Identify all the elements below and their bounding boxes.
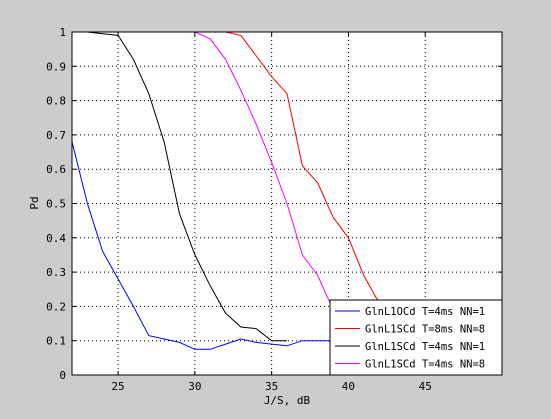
y-tick-label: 0.7 xyxy=(46,129,66,142)
x-tick-label: 30 xyxy=(188,380,201,393)
legend-box xyxy=(329,299,503,376)
x-tick-labels: 25 30 35 40 45 xyxy=(111,380,431,393)
legend: GlnL1OCd T=4ms NN=1 GlnL1SCd T=8ms NN=8 Gl… xyxy=(329,299,503,376)
y-tick-label: 0.4 xyxy=(46,232,66,245)
y-tick-label: 0 xyxy=(59,369,66,382)
series-line xyxy=(72,31,287,342)
series-line xyxy=(72,31,334,311)
series-layer xyxy=(71,31,395,350)
y-tick-label: 0.6 xyxy=(46,163,66,176)
y-tick-label: 0.1 xyxy=(46,335,66,348)
legend-label: GlnL1SCd T=4ms NN=1 xyxy=(365,341,485,353)
x-axis-label: J/S, dB xyxy=(264,394,311,407)
y-tick-label: 0.5 xyxy=(46,198,66,211)
y-tick-label: 0.9 xyxy=(46,60,66,73)
series-line xyxy=(72,31,395,335)
y-tick-label: 0.3 xyxy=(46,266,66,279)
y-tick-label: 0.2 xyxy=(46,300,66,313)
y-tick-labels: 0 0.1 0.2 0.3 0.4 0.5 0.6 0.7 0.8 0.9 1 xyxy=(46,26,66,382)
legend-label: GlnL1SCd T=4ms NN=8 xyxy=(365,359,485,371)
y-axis-label: Pd xyxy=(28,196,41,209)
y-tick-label: 1 xyxy=(59,26,66,39)
y-tick-label: 0.8 xyxy=(46,95,66,108)
series-line xyxy=(71,141,334,350)
x-tick-label: 25 xyxy=(111,380,124,393)
legend-label: GlnL1OCd T=4ms NN=1 xyxy=(365,306,485,318)
legend-label: GlnL1SCd T=8ms NN=8 xyxy=(365,324,485,336)
x-tick-label: 40 xyxy=(342,380,355,393)
x-tick-label: 45 xyxy=(419,380,432,393)
x-tick-label: 35 xyxy=(265,380,278,393)
